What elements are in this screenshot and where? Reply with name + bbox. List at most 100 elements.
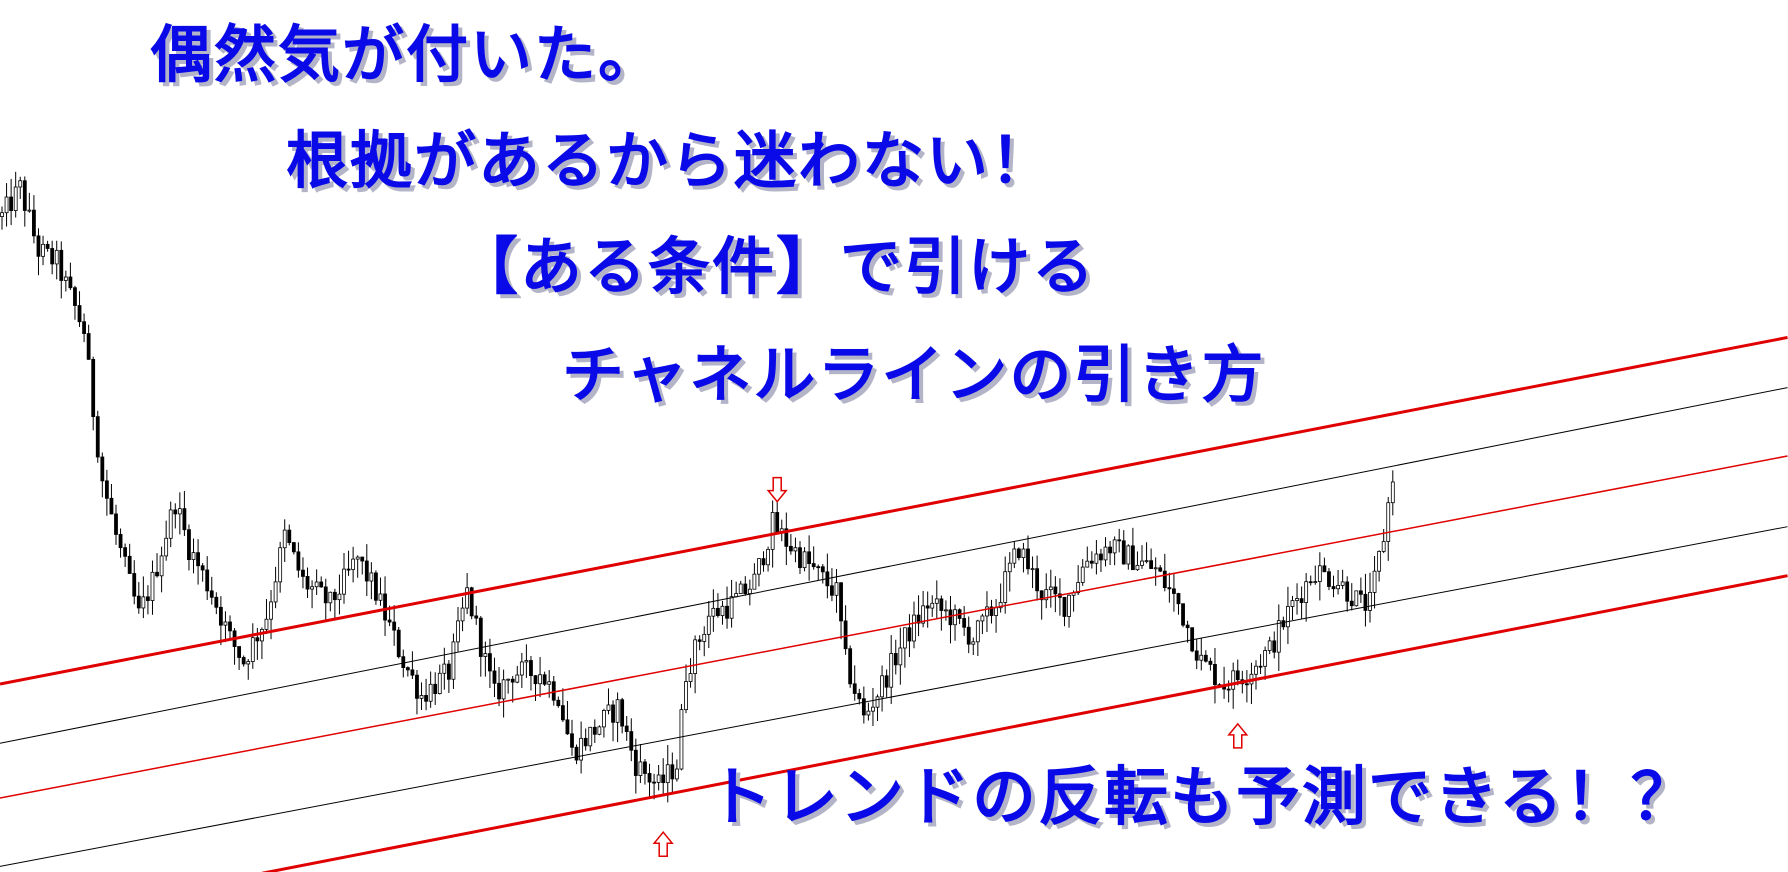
candle-body bbox=[816, 566, 821, 569]
candle bbox=[191, 538, 196, 574]
candle bbox=[1021, 542, 1026, 573]
candle bbox=[1322, 557, 1327, 573]
candle bbox=[506, 678, 511, 694]
candle-body bbox=[912, 614, 916, 642]
candle bbox=[109, 483, 114, 515]
candle bbox=[1058, 578, 1062, 616]
candle bbox=[1071, 590, 1076, 612]
candle bbox=[282, 519, 287, 563]
candle bbox=[1386, 496, 1391, 561]
candle bbox=[205, 556, 210, 600]
candle-body bbox=[880, 675, 884, 698]
candle-body bbox=[907, 627, 912, 642]
candle-body bbox=[187, 529, 191, 560]
candle bbox=[1085, 546, 1090, 568]
candle-body bbox=[1272, 640, 1277, 653]
candle-body bbox=[123, 547, 128, 557]
candle bbox=[460, 597, 465, 632]
candle bbox=[529, 655, 533, 691]
candle bbox=[1199, 637, 1204, 671]
candle-body bbox=[1295, 598, 1299, 601]
candle-body bbox=[538, 674, 542, 685]
candle bbox=[934, 580, 939, 619]
candle-body bbox=[848, 648, 853, 685]
candle bbox=[574, 744, 579, 765]
candle bbox=[196, 539, 200, 585]
candle bbox=[305, 567, 310, 598]
candle bbox=[884, 669, 889, 698]
candle bbox=[273, 566, 278, 609]
candle-body bbox=[1062, 596, 1067, 617]
candle bbox=[998, 583, 1003, 613]
candle bbox=[570, 719, 574, 756]
candle bbox=[1286, 586, 1290, 645]
candle-body bbox=[934, 598, 939, 604]
candle bbox=[788, 534, 793, 555]
candle bbox=[902, 627, 907, 668]
candle bbox=[127, 543, 132, 574]
candle-body bbox=[1263, 650, 1268, 667]
candle-body bbox=[1140, 560, 1144, 566]
candle bbox=[360, 556, 365, 575]
candle-body bbox=[889, 653, 894, 688]
candle-body bbox=[1235, 670, 1240, 681]
candle-body bbox=[460, 607, 465, 622]
candle bbox=[136, 582, 141, 614]
candle bbox=[1053, 576, 1058, 613]
channel-lines bbox=[0, 335, 1788, 872]
candle bbox=[91, 356, 96, 431]
candle bbox=[674, 759, 679, 782]
candle-body bbox=[196, 552, 200, 567]
candle-body bbox=[1153, 567, 1158, 570]
candle bbox=[1317, 552, 1322, 601]
candle-body bbox=[1208, 660, 1213, 665]
candle bbox=[729, 579, 734, 628]
candle-body bbox=[82, 321, 86, 334]
candle bbox=[415, 669, 419, 715]
candle-body bbox=[966, 626, 971, 645]
candle-body bbox=[1304, 581, 1309, 603]
candle-body bbox=[1317, 565, 1322, 582]
candle-body bbox=[1199, 654, 1204, 661]
candle bbox=[364, 544, 369, 596]
candle-body bbox=[1372, 570, 1377, 593]
candle-body bbox=[1336, 585, 1340, 590]
candle-body bbox=[574, 746, 579, 761]
candle bbox=[1290, 595, 1295, 620]
candle bbox=[857, 688, 862, 705]
candle-body bbox=[1067, 594, 1071, 617]
candle-body bbox=[1094, 553, 1099, 564]
candle-body bbox=[830, 585, 834, 596]
candle-body bbox=[720, 605, 725, 617]
candle-body bbox=[100, 456, 105, 482]
candle-body bbox=[652, 781, 656, 784]
candle-body bbox=[59, 249, 64, 281]
candle-body bbox=[419, 695, 424, 699]
candle bbox=[405, 666, 410, 677]
candle bbox=[314, 569, 319, 595]
candle-body bbox=[802, 551, 807, 569]
candle-body bbox=[871, 706, 875, 712]
candle-body bbox=[173, 509, 178, 515]
candle-body bbox=[1185, 624, 1190, 629]
candle-body bbox=[437, 672, 442, 694]
candle bbox=[1244, 670, 1249, 703]
candle-body bbox=[1026, 548, 1030, 570]
candle bbox=[1336, 570, 1340, 595]
candle bbox=[223, 611, 228, 643]
candle-body bbox=[209, 590, 214, 598]
candle bbox=[95, 410, 100, 463]
candle-body bbox=[1231, 670, 1236, 690]
candle-body bbox=[136, 595, 141, 609]
candle bbox=[510, 676, 515, 703]
candle bbox=[82, 313, 86, 343]
candle-body bbox=[91, 358, 96, 418]
candle-body bbox=[13, 186, 18, 211]
candle-body bbox=[168, 509, 173, 539]
candle bbox=[451, 633, 456, 689]
candle bbox=[807, 535, 812, 581]
candle-body bbox=[747, 588, 752, 595]
candle bbox=[898, 627, 903, 685]
candle-body bbox=[387, 619, 392, 623]
candle-body bbox=[428, 683, 433, 702]
